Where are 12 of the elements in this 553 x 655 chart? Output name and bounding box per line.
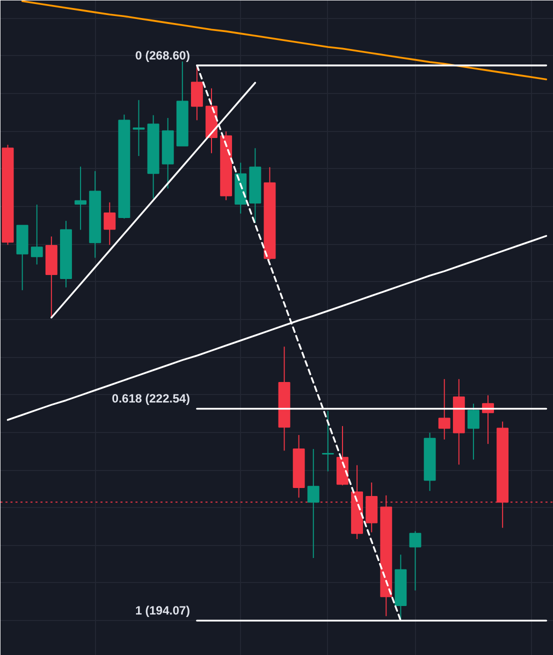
candlestick: [468, 403, 480, 460]
candlestick: [74, 166, 86, 230]
candlestick: [322, 410, 334, 472]
candlestick: [104, 202, 116, 246]
series-label: 1 (194.07): [135, 604, 190, 618]
candlestick: [409, 530, 422, 591]
series-label: 0.618 (222.54): [112, 392, 190, 406]
series-label: 0 (268.60): [135, 48, 190, 62]
candlestick: [438, 378, 450, 440]
candlestick: [30, 204, 43, 265]
candlestick: [307, 448, 320, 558]
candlestick: [132, 100, 145, 156]
